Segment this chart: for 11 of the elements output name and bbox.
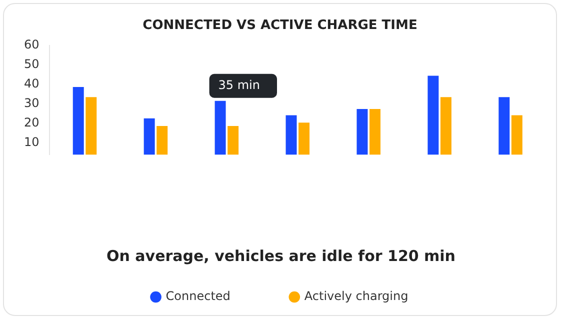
y-tick-label: 40 — [24, 76, 40, 91]
text: On average, vehicles are idle for 120 min — [106, 246, 456, 265]
y-tick-label: 20 — [24, 116, 40, 130]
y-tick-label: 10 — [24, 135, 40, 150]
y-tick-label: 60 — [24, 38, 40, 52]
y-tick-label: 30 — [24, 96, 40, 110]
legend-label: Connected — [166, 289, 230, 304]
legend-label: Actively charging — [304, 289, 408, 304]
y-tick-label: 50 — [24, 57, 40, 72]
annotation: 35 min — [218, 78, 260, 92]
chart-title: CONNECTED VS ACTIVE CHARGE TIME — [142, 18, 418, 34]
